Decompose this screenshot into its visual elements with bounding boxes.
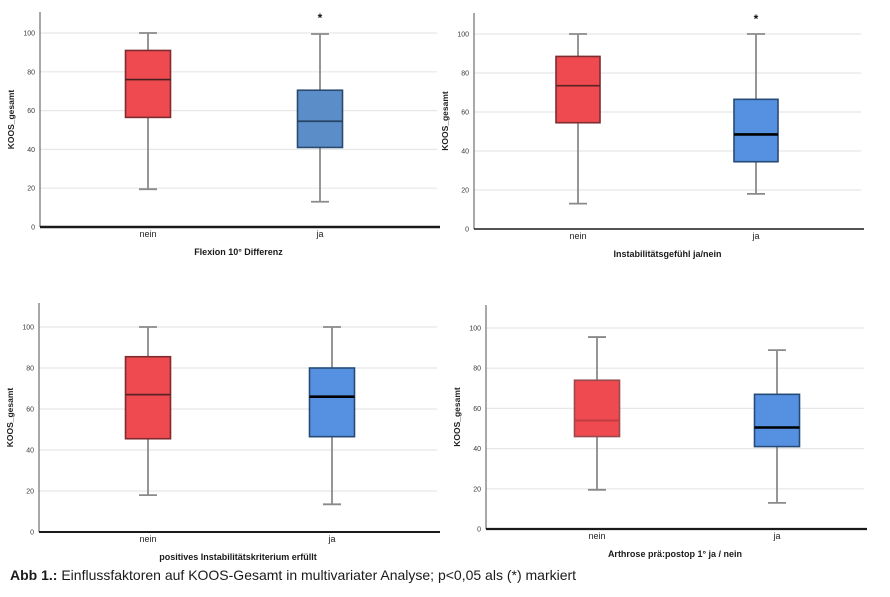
y-tick-label: 80 (26, 366, 34, 373)
x-category-label-ja: ja (327, 534, 335, 544)
box-ja (753, 393, 801, 448)
y-tick-label: 20 (26, 489, 34, 496)
y-tick-label: 20 (473, 486, 481, 493)
y-tick-label: 20 (27, 186, 35, 193)
y-tick-label: 60 (27, 108, 35, 115)
x-category-label-nein: nein (139, 534, 156, 544)
y-tick-label: 60 (473, 406, 481, 413)
x-category-label-ja: ja (751, 231, 759, 241)
y-tick-label: 60 (26, 407, 34, 414)
y-tick-label: 40 (461, 149, 469, 156)
significance-asterisk: * (318, 11, 323, 25)
y-tick-label: 80 (473, 366, 481, 373)
y-tick-label: 0 (477, 527, 481, 534)
x-axis-title: Arthrose prä:postop 1° ja / nein (608, 549, 742, 559)
box-nein (573, 379, 621, 438)
caption-label: Abb 1.: (10, 567, 58, 583)
y-axis-title: KOOS_gesamt (6, 90, 16, 150)
significance-asterisk: * (754, 12, 759, 26)
x-category-label-nein: nein (588, 531, 605, 541)
y-tick-label: 80 (27, 69, 35, 76)
figure-caption: Abb 1.: Einflussfaktoren auf KOOS-Gesamt… (10, 567, 576, 583)
x-category-label-nein: nein (569, 231, 586, 241)
x-axis-title: positives Instabilitätskriterium erfüllt (159, 552, 317, 562)
y-tick-label: 40 (473, 446, 481, 453)
y-tick-label: 100 (457, 32, 469, 39)
x-category-label-ja: ja (315, 229, 323, 239)
y-tick-label: 80 (461, 71, 469, 78)
y-tick-label: 40 (27, 147, 35, 154)
y-tick-label: 100 (22, 325, 34, 332)
box-nein (124, 49, 172, 119)
x-category-label-ja: ja (772, 531, 780, 541)
y-axis-title: KOOS_gesamt (440, 91, 450, 151)
y-tick-label: 60 (461, 110, 469, 117)
y-tick-label: 0 (465, 227, 469, 234)
box-nein (555, 55, 601, 124)
x-axis-title: Instabilitätsgefühl ja/nein (613, 249, 721, 259)
box-ja (733, 98, 779, 163)
y-tick-label: 100 (469, 326, 481, 333)
caption-text: Einflussfaktoren auf KOOS-Gesamt in mult… (61, 567, 577, 583)
y-tick-label: 0 (31, 225, 35, 232)
y-tick-label: 0 (30, 530, 34, 537)
x-category-label-nein: nein (139, 229, 156, 239)
y-tick-label: 40 (26, 448, 34, 455)
y-tick-label: 20 (461, 188, 469, 195)
box-ja (296, 89, 344, 149)
x-axis-title: Flexion 10° Differenz (194, 247, 283, 257)
box-nein (124, 355, 172, 440)
y-tick-label: 100 (23, 31, 35, 38)
y-axis-title: KOOS_gesamt (5, 388, 15, 448)
y-axis-title: KOOS_gesamt (452, 387, 462, 447)
box-ja (308, 367, 356, 438)
